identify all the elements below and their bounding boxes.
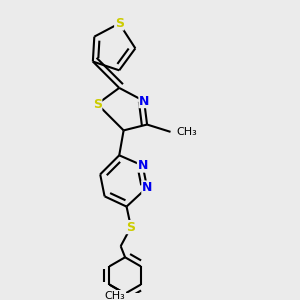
Text: N: N: [142, 181, 152, 194]
Text: S: S: [127, 220, 136, 234]
Text: N: N: [137, 159, 148, 172]
Text: N: N: [139, 94, 149, 108]
Text: S: S: [93, 98, 102, 110]
Text: CH₃: CH₃: [176, 127, 197, 137]
Text: S: S: [115, 17, 124, 30]
Text: CH₃: CH₃: [105, 290, 125, 300]
